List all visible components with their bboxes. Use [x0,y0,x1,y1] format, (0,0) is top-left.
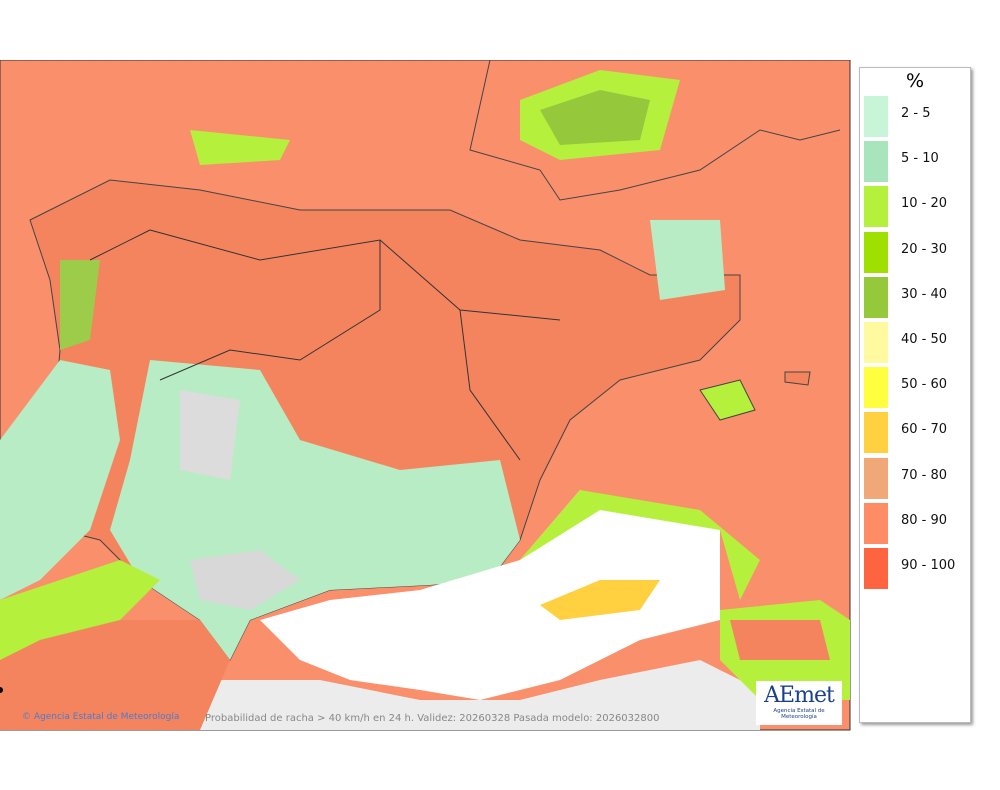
legend-item: 40 - 50 [864,320,970,363]
legend-label: 60 - 70 [901,422,948,438]
africa [0,620,230,730]
band [540,90,650,145]
band [60,260,100,350]
legend-item: 20 - 30 [864,230,970,273]
sea-white [260,490,720,700]
legend-label: 10 - 20 [901,196,948,212]
legend-swatch [864,367,888,409]
legend-swatch [864,96,888,137]
legend-swatch [864,186,888,228]
logo: AEmet Agencia Estatal de Meteorología [756,681,842,725]
legend-item: 50 - 60 [864,365,970,409]
legend-item: 10 - 20 [864,184,970,228]
marker [0,687,3,693]
gray-zone [190,550,300,610]
legend-label: 90 - 100 [901,558,956,573]
legend-label: 40 - 50 [901,332,948,347]
legend-swatch [864,276,888,318]
legend-swatch [864,322,888,363]
legend-item: 30 - 40 [864,275,970,318]
coast [469,60,841,201]
legend-label: 30 - 40 [901,286,948,302]
legend-label: 80 - 90 [901,512,948,528]
gray-zone [180,390,240,480]
band [650,220,725,300]
credit: © Agencia Estatal de Meteorología [22,712,180,722]
legend-swatch [864,412,888,454]
map [0,60,851,731]
legend-label: 20 - 30 [901,241,948,257]
legend-swatch [864,457,888,499]
legend-item: 5 - 10 [864,139,970,183]
legend-title: % [905,70,925,92]
band [520,490,760,600]
island [784,371,811,386]
legend-item: 90 - 100 [864,546,970,589]
legend-item: 80 - 90 [864,501,970,544]
island [699,379,756,421]
legend-item: 70 - 80 [864,456,970,499]
legend-item: 2 - 5 [864,94,970,137]
logo-subtitle: Agencia Estatal de Meteorología [773,708,825,720]
caption: Probabilidad de racha > 40 km/h en 24 h.… [205,713,660,724]
band [730,620,830,660]
legend-label: 5 - 10 [901,151,939,167]
legend-label: 70 - 80 [901,467,948,483]
band [540,580,660,620]
legend-swatch [864,502,888,544]
credit-text: Agencia Estatal de Meteorología [33,712,180,722]
sea-gray [200,660,760,730]
legend-swatch [864,231,888,273]
border [89,229,561,461]
legend-item: 60 - 70 [864,410,970,454]
legend: % 2 - 5 5 - 10 10 - 20 20 - 30 30 - 40 40 - 5… [859,67,971,723]
west-low [0,360,120,600]
legend-swatch [864,141,888,183]
legend-label: 50 - 60 [901,377,948,393]
band [190,130,290,165]
logo-text: AEmet [764,683,835,708]
legend-swatch [864,548,888,589]
legend-label: 2 - 5 [901,106,931,121]
